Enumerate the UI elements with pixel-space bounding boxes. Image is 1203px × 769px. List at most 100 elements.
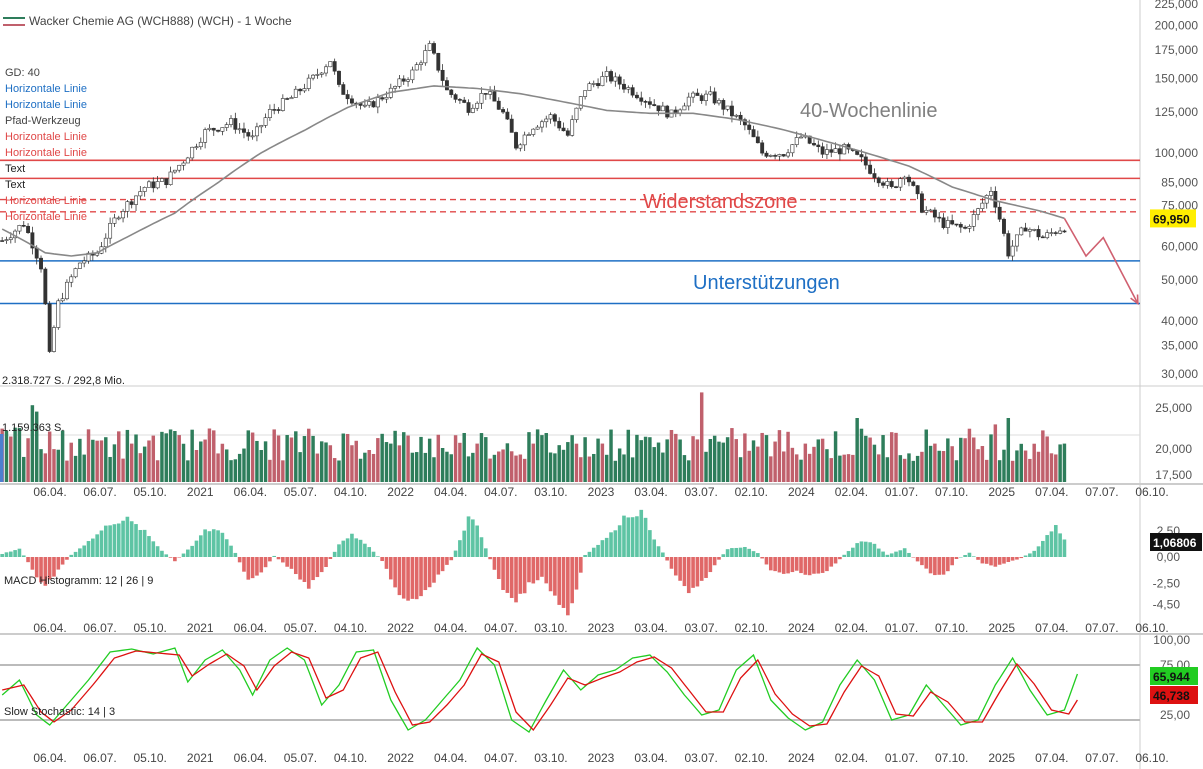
legend-item[interactable]: Text (5, 179, 26, 191)
macd-bar (682, 557, 687, 587)
candle-body (246, 132, 251, 137)
macd-bar (0, 553, 4, 557)
price-panel (0, 40, 1140, 354)
macd-bar (596, 544, 600, 557)
volume-bar (13, 427, 17, 482)
candle-body (902, 176, 907, 179)
volume-bar (687, 460, 691, 482)
volume-bar (207, 428, 212, 482)
volume-bar (600, 443, 605, 482)
x-tick-label: 03.10. (534, 751, 567, 765)
macd-bar (337, 544, 341, 557)
candle-body (591, 83, 596, 85)
legend-item[interactable]: Text (5, 163, 26, 175)
volume-bar (630, 457, 635, 482)
volume-bar (406, 435, 410, 482)
candle-body (56, 300, 61, 328)
volume-bar (1023, 450, 1028, 482)
macd-bar (911, 557, 916, 558)
macd-bar (630, 517, 635, 557)
macd-bar (907, 552, 911, 557)
macd-bar (566, 557, 570, 616)
macd-bar (380, 557, 384, 562)
candle-body (483, 93, 488, 95)
macd-bar (1062, 539, 1067, 557)
macd-bar (60, 557, 65, 565)
volume-bar (471, 452, 475, 482)
candle-body (449, 89, 454, 95)
volume-bar (302, 436, 307, 482)
x-tick-label: 03.10. (534, 485, 567, 499)
legend-item[interactable]: GD: 40 (5, 67, 40, 79)
candle-body (194, 146, 199, 149)
candle-body (945, 220, 950, 228)
volume-bar (1049, 453, 1054, 482)
volume-bar (907, 453, 911, 482)
candle-body (634, 94, 639, 99)
candle-body (466, 102, 471, 113)
x-tick-label: 06.07. (83, 485, 116, 499)
candle-body (267, 109, 272, 118)
macd-bar (639, 509, 644, 557)
macd-bar (466, 516, 471, 557)
volume-bar (112, 444, 117, 482)
volume-bar (69, 442, 73, 482)
volume-bar (967, 428, 972, 482)
legend-item[interactable]: Horizontale Linie (5, 211, 87, 223)
volume-bar (52, 449, 56, 482)
macd-bar (980, 557, 985, 564)
stoch-label: Slow Stochastic: 14 | 3 (4, 706, 116, 718)
macd-bar (501, 557, 505, 590)
candle-body (285, 98, 290, 100)
macd-bar (1006, 557, 1011, 563)
x-tick-label: 07.10. (935, 621, 968, 635)
volume-bar (846, 454, 851, 482)
macd-bar (570, 557, 574, 604)
candle-body (660, 105, 665, 112)
macd-bar (851, 547, 855, 557)
macd-bar (950, 557, 954, 566)
candle-body (1062, 230, 1067, 233)
candle-body (103, 237, 108, 248)
macd-bar (177, 557, 182, 558)
volume-bar (937, 450, 941, 482)
legend-item[interactable]: Horizontale Linie (5, 99, 87, 111)
macd-bar (868, 542, 872, 557)
candle-body (958, 224, 963, 228)
candle-body (470, 107, 475, 113)
volume-bar (807, 453, 812, 482)
macd-bar (397, 557, 402, 596)
macd-bar (488, 557, 492, 560)
volume-bar (99, 440, 104, 482)
candle-body (967, 226, 972, 229)
volume-bar (281, 460, 285, 482)
macd-bar (73, 551, 78, 557)
macd-bar (293, 557, 298, 575)
legend-item[interactable]: Horizontale Linie (5, 147, 87, 159)
candle-body (937, 216, 942, 219)
candle-body (168, 171, 173, 185)
x-tick-label: 05.07. (284, 485, 317, 499)
macd-bar (384, 557, 389, 569)
macd-bar (65, 557, 69, 560)
volume-bar (790, 447, 795, 482)
macd-bar (103, 525, 108, 557)
legend-item[interactable]: Horizontale Linie (5, 195, 87, 207)
candle-body (73, 268, 78, 278)
volume-bar (1045, 436, 1049, 482)
macd-tick-label: 0,00 (1157, 550, 1181, 564)
volume-bar (928, 445, 933, 482)
legend-item[interactable]: Pfad-Werkzeug (5, 115, 81, 127)
volume-bar (829, 458, 833, 482)
macd-bar (345, 538, 350, 557)
macd-bar (807, 557, 812, 576)
macd-bar (168, 557, 173, 558)
candle-body (954, 223, 959, 226)
legend-item[interactable]: Horizontale Linie (5, 131, 87, 143)
candle-body (699, 95, 704, 101)
candle-body (596, 83, 601, 87)
volume-bar (596, 438, 600, 482)
legend-item[interactable]: Horizontale Linie (5, 83, 87, 95)
candle-body (216, 129, 221, 132)
x-tick-label: 07.07. (1085, 485, 1118, 499)
